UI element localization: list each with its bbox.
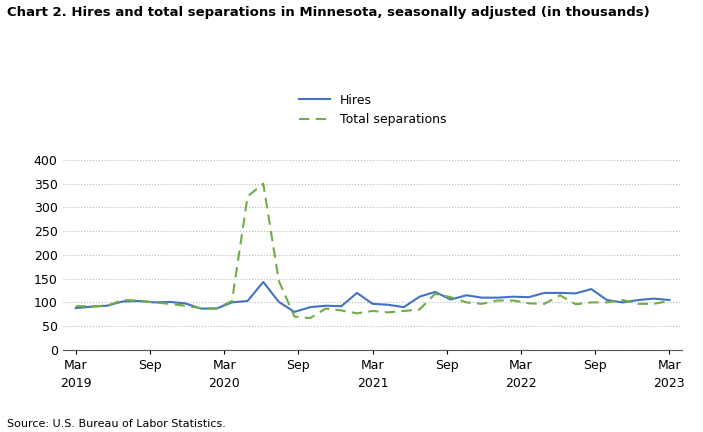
Text: Chart 2. Hires and total separations in Minnesota, seasonally adjusted (in thous: Chart 2. Hires and total separations in … (7, 6, 650, 19)
Legend: Hires, Total separations: Hires, Total separations (299, 94, 446, 126)
Text: Source: U.S. Bureau of Labor Statistics.: Source: U.S. Bureau of Labor Statistics. (7, 419, 226, 429)
